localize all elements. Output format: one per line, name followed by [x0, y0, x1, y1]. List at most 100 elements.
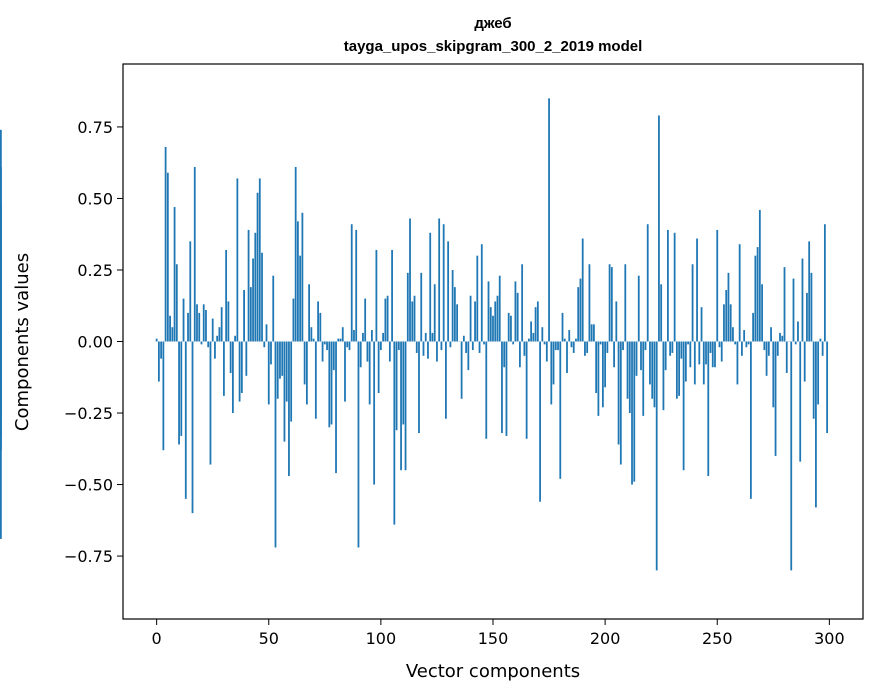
- bar: [308, 284, 311, 342]
- bar: [265, 324, 268, 342]
- bar: [359, 341, 362, 368]
- bar: [693, 341, 696, 385]
- bar: [505, 341, 508, 436]
- bar: [626, 341, 629, 399]
- bar: [622, 341, 624, 351]
- bars-group: [0, 98, 829, 571]
- bar: [803, 341, 806, 382]
- bar: [799, 341, 802, 462]
- bar: [211, 318, 214, 342]
- bar: [157, 341, 160, 382]
- y-tick-label: −0.75: [64, 547, 113, 566]
- bar: [178, 341, 180, 445]
- bar: [391, 249, 393, 342]
- bar: [166, 172, 169, 342]
- bar: [279, 341, 281, 379]
- bar: [478, 341, 481, 353]
- x-tick-label: 300: [814, 629, 845, 648]
- bar: [776, 341, 779, 356]
- bar: [240, 341, 243, 393]
- bar: [826, 341, 829, 434]
- bar: [561, 312, 564, 342]
- bar: [684, 341, 687, 382]
- bar: [283, 341, 286, 442]
- bar: [608, 264, 611, 342]
- bar: [514, 281, 517, 342]
- bar: [581, 238, 584, 342]
- bar: [276, 341, 279, 399]
- x-axis-label: Vector components: [406, 661, 580, 682]
- bar: [664, 341, 667, 371]
- bar: [303, 341, 306, 385]
- bar: [465, 341, 467, 353]
- bar: [541, 327, 544, 342]
- bar: [734, 341, 737, 345]
- bar: [823, 224, 826, 342]
- bar: [337, 338, 340, 342]
- bar: [557, 341, 559, 351]
- bar: [395, 341, 398, 431]
- x-tick-label: 250: [702, 629, 733, 648]
- bar: [801, 258, 804, 342]
- bar: [413, 295, 416, 342]
- bar: [498, 275, 501, 342]
- bar: [245, 341, 248, 376]
- bar: [727, 272, 730, 342]
- bar: [480, 244, 483, 342]
- bar: [588, 264, 591, 342]
- y-tick-label: 0.25: [77, 261, 113, 280]
- bar: [274, 341, 277, 548]
- bar: [427, 341, 429, 359]
- bar: [0, 327, 2, 342]
- bar: [411, 301, 414, 342]
- bar: [339, 338, 342, 342]
- bar: [371, 330, 373, 342]
- bar: [196, 304, 198, 342]
- bar: [736, 341, 739, 385]
- bar: [254, 232, 257, 342]
- bar: [357, 341, 360, 548]
- bar: [462, 335, 465, 342]
- bar: [756, 247, 759, 342]
- bar: [752, 312, 755, 342]
- bar: [384, 298, 387, 342]
- bar: [0, 129, 2, 342]
- bar: [350, 224, 353, 342]
- bar: [406, 272, 409, 342]
- bar: [393, 341, 396, 525]
- bar: [231, 341, 234, 414]
- bar: [404, 341, 407, 471]
- bar: [716, 229, 719, 342]
- bar: [182, 298, 185, 342]
- bar: [162, 341, 165, 451]
- bar: [207, 341, 210, 348]
- bar: [628, 341, 631, 414]
- bar: [449, 341, 452, 348]
- bar: [599, 341, 602, 345]
- bar: [698, 341, 701, 365]
- bar: [155, 338, 158, 342]
- bar: [723, 304, 725, 342]
- bar: [353, 330, 355, 342]
- bar: [220, 307, 223, 342]
- bar: [741, 341, 743, 356]
- bar: [471, 341, 474, 351]
- bar: [817, 341, 820, 405]
- bar: [810, 272, 813, 342]
- bar: [312, 338, 315, 342]
- chart-title: джеб: [474, 15, 511, 32]
- bar: [453, 287, 456, 342]
- bar: [568, 330, 571, 342]
- bar: [749, 341, 752, 499]
- bar: [436, 341, 438, 362]
- bar: [236, 178, 239, 342]
- bar: [297, 221, 299, 342]
- bar: [653, 341, 656, 408]
- bar: [767, 341, 770, 356]
- bar: [530, 321, 533, 342]
- bar: [173, 207, 176, 342]
- bar: [700, 307, 703, 342]
- bar: [0, 341, 2, 379]
- bar: [758, 209, 761, 342]
